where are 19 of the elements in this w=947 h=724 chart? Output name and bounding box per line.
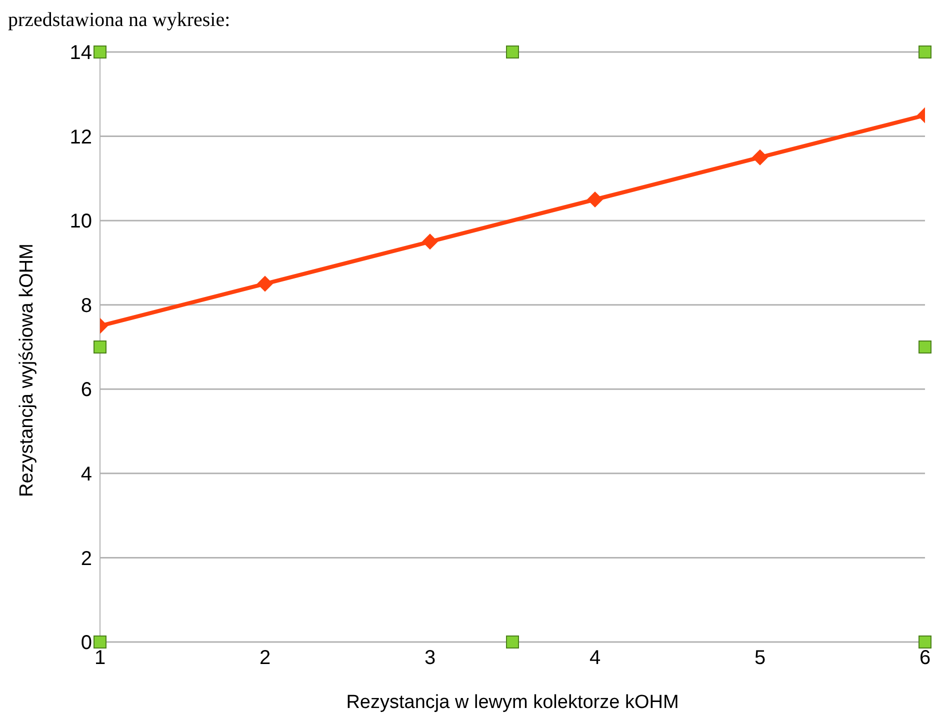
y-tick-label: 14 (70, 42, 92, 64)
y-tick-label: 0 (80, 632, 92, 654)
y-tick-label: 6 (80, 379, 92, 402)
x-tick-label: 3 (424, 647, 436, 670)
y-tick-label: 12 (70, 126, 92, 148)
y-tick-label: 2 (80, 548, 92, 570)
y-tick-label: 8 (80, 294, 92, 317)
y-tick-label: 10 (70, 210, 92, 233)
point (422, 234, 438, 250)
x-tick-label: 4 (589, 647, 601, 670)
x-tick-label: 2 (259, 647, 271, 670)
y-axis-title: Rezystancja wyjściowa kOHM (16, 244, 38, 497)
y-tick-label: 4 (80, 464, 92, 486)
x-axis-title: Rezystancja w lewym kolektorze kOHM (346, 692, 679, 713)
point (587, 192, 603, 208)
x-tick-label: 1 (94, 647, 106, 670)
text: przedstawiona na wykresie: (8, 8, 232, 32)
x-tick-label: 6 (919, 647, 931, 670)
x-tick-label: 5 (754, 647, 766, 670)
